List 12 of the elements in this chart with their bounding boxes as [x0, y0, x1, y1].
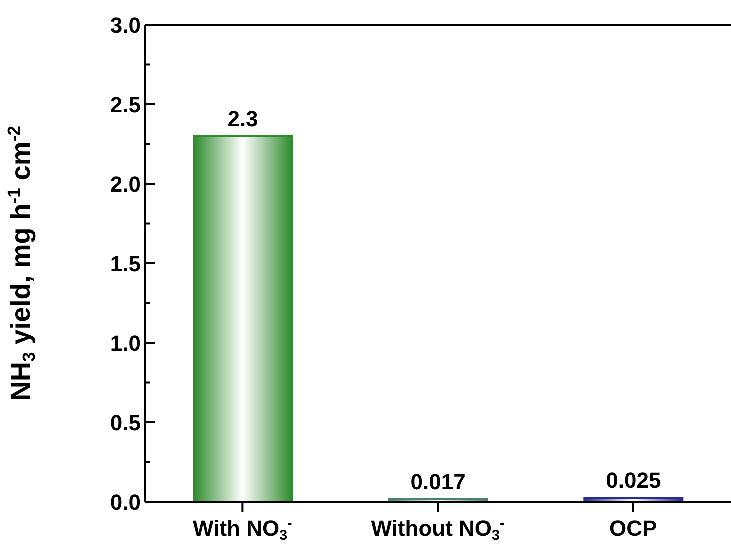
y-tick-label: 0.5: [110, 410, 141, 436]
y-tick-label: 1.0: [110, 331, 141, 356]
data-label: 2.3: [228, 106, 258, 132]
y-tick-label: 3.0: [110, 13, 141, 38]
y-tick-label: 2.0: [110, 172, 141, 197]
y-tick-label: 2.5: [110, 92, 141, 118]
x-tick-label: OCP: [609, 516, 658, 541]
data-label: 0.025: [606, 468, 662, 494]
bar: [193, 135, 293, 502]
data-label: 0.017: [410, 469, 466, 494]
y-tick-label: 0.0: [110, 490, 141, 515]
y-tick-label: 1.5: [110, 252, 141, 276]
